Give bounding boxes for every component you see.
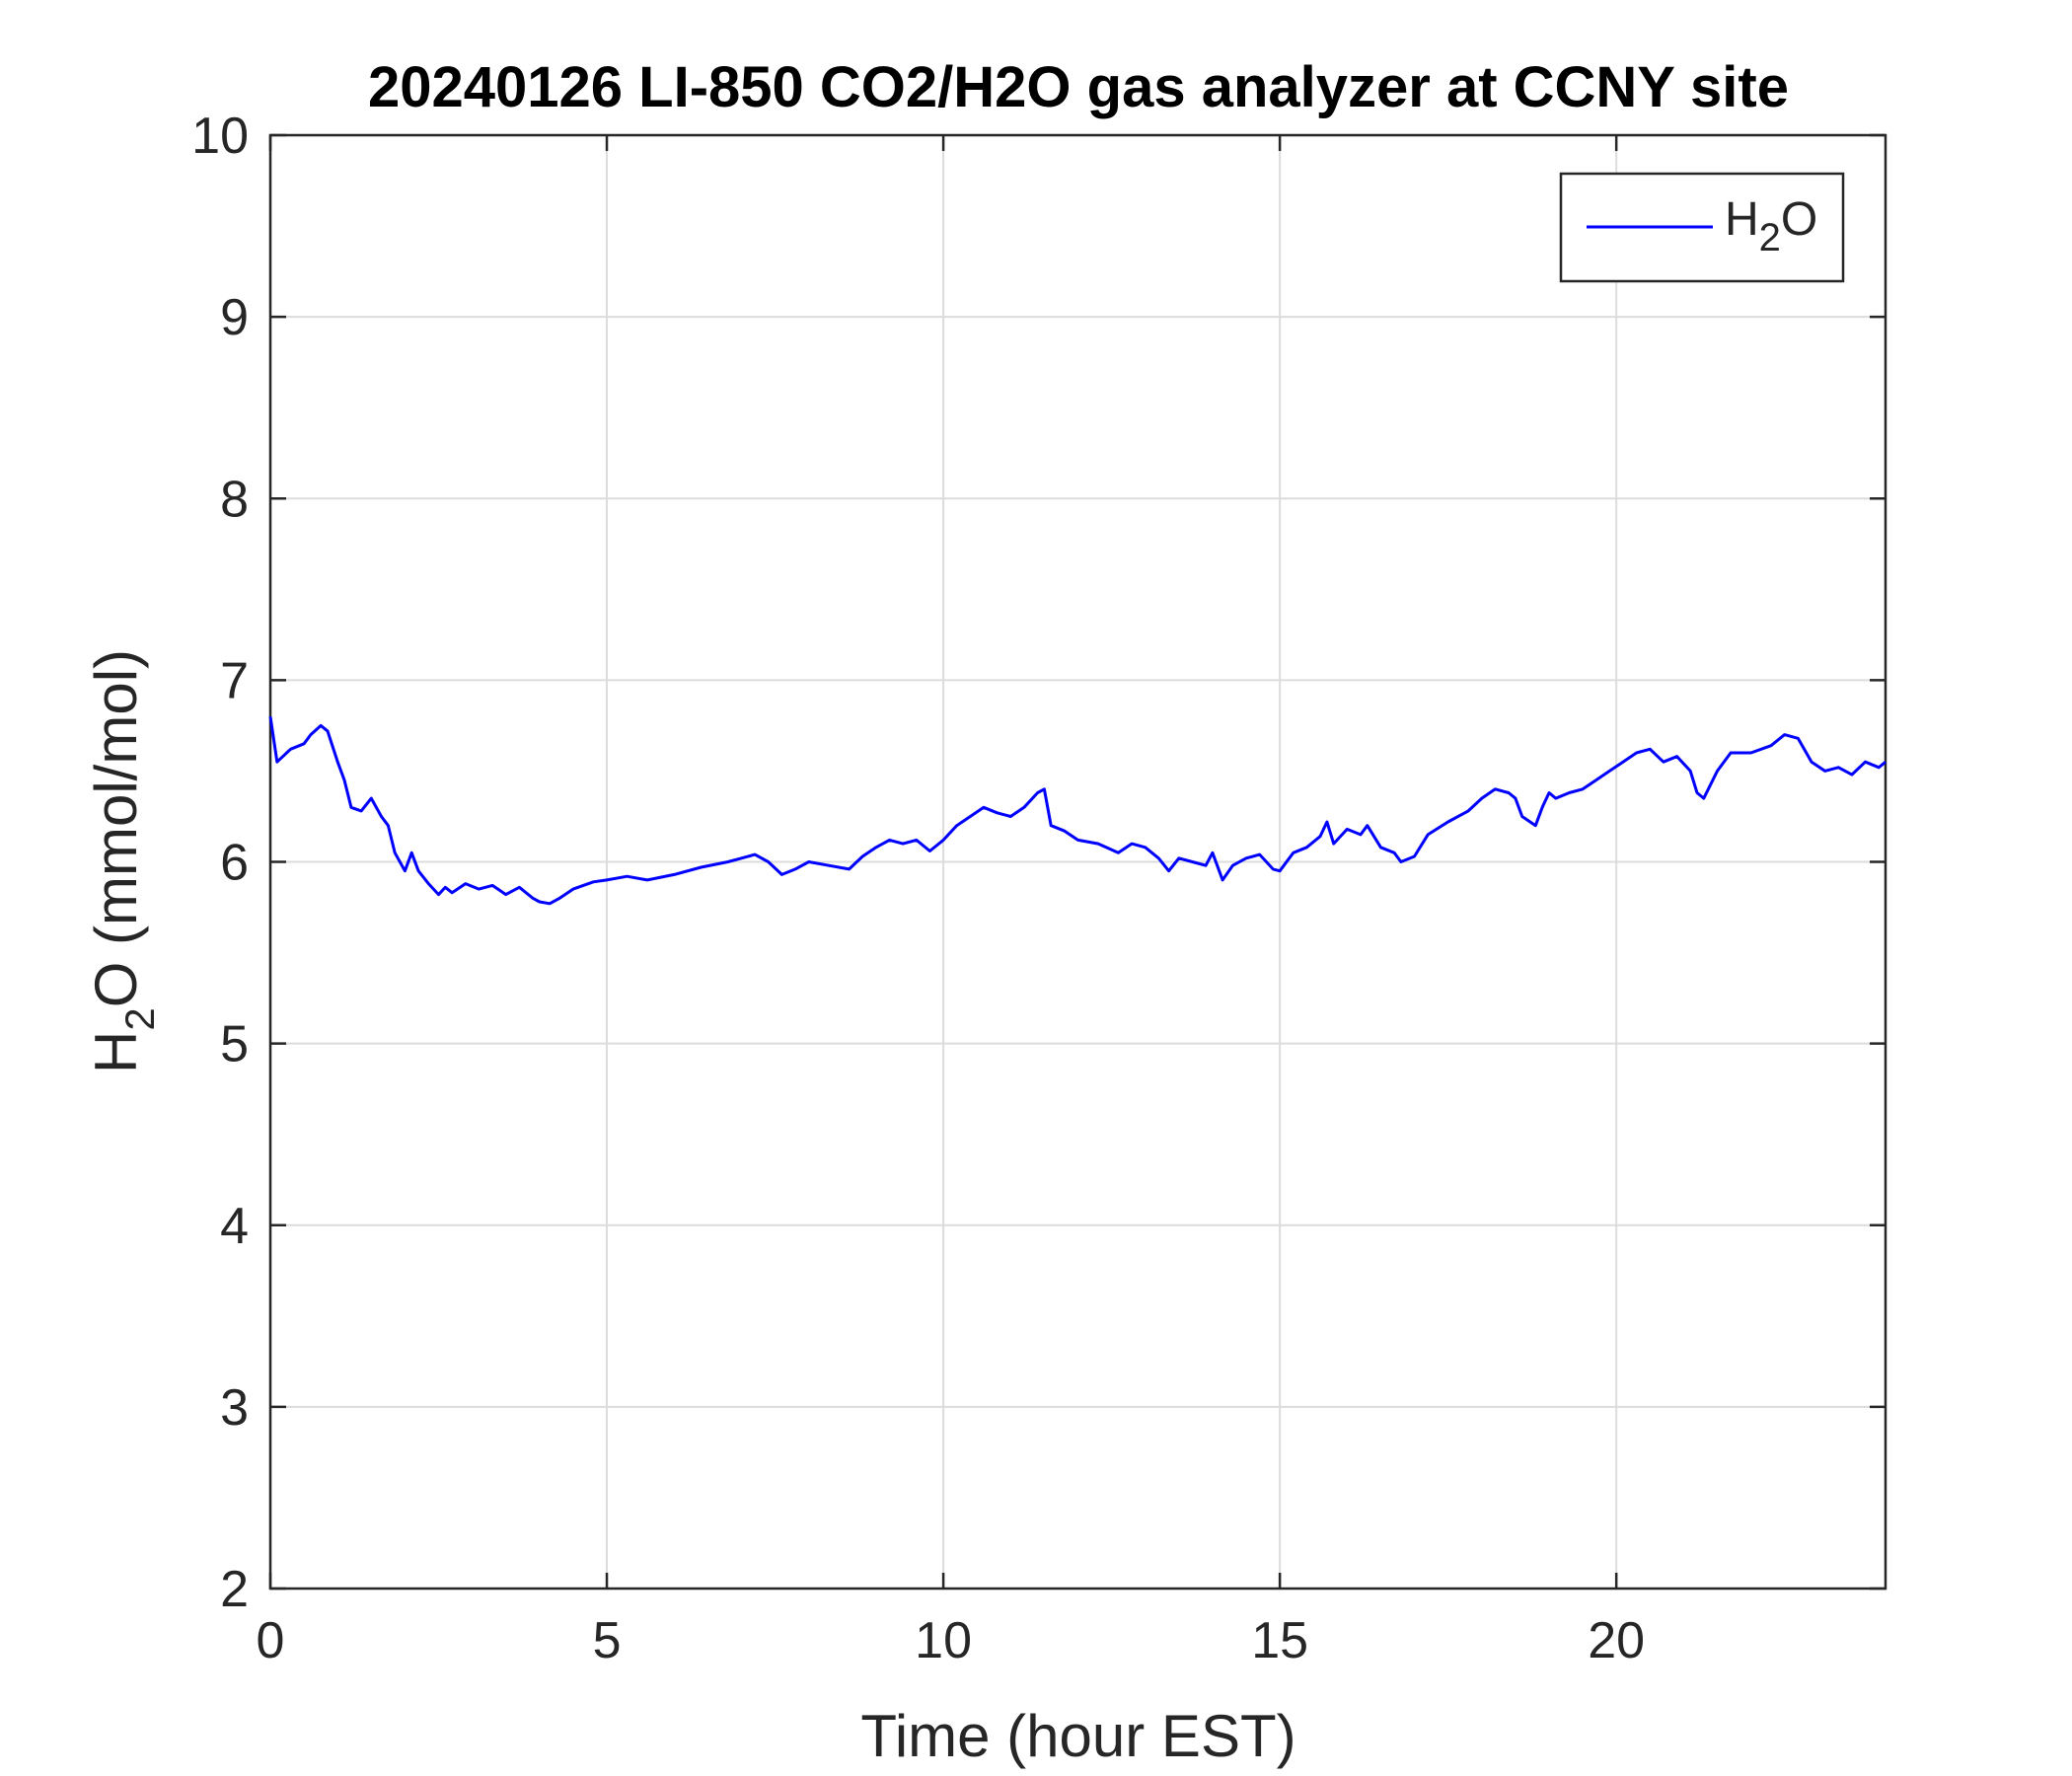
y-tick-labels: 2 3 4 5 6 7 8 9 10: [191, 108, 249, 1618]
y-axis-label-rest: O (mmol/mol): [83, 649, 149, 1007]
series-line-h2o: [268, 715, 1887, 906]
y-tick-label: 9: [220, 289, 249, 346]
x-axis-label: Time (hour EST): [860, 1703, 1295, 1769]
y-tick-label: 4: [220, 1198, 249, 1255]
y-axis-label-main: H: [83, 1031, 149, 1073]
legend-label-main: H: [1725, 193, 1759, 246]
x-tick-label: 5: [593, 1612, 622, 1669]
x-tick-label: 0: [257, 1612, 285, 1669]
y-axis-label-subscript: 2: [116, 1007, 163, 1030]
y-tick-label: 6: [220, 835, 249, 892]
legend-label-subscript: 2: [1759, 216, 1781, 259]
axis-ticks: [268, 133, 1886, 1591]
y-tick-label: 5: [220, 1016, 249, 1073]
y-tick-label: 7: [220, 652, 249, 709]
y-tick-label: 8: [220, 471, 249, 528]
legend-label-rest: O: [1781, 193, 1817, 246]
y-tick-label: 3: [220, 1379, 249, 1437]
legend-label-h2o: H2O: [1725, 193, 1817, 259]
x-tick-label: 20: [1588, 1612, 1645, 1669]
legend: H2O: [1559, 172, 1845, 283]
chart-title: 20240126 LI-850 CO2/H2O gas analyzer at …: [368, 55, 1789, 119]
x-tick-label: 10: [915, 1612, 972, 1669]
y-tick-label: 10: [191, 108, 249, 165]
y-tick-label: 2: [220, 1561, 249, 1618]
y-axis-label: H2O (mmol/mol): [83, 649, 163, 1073]
x-tick-labels: 0 5 10 15 20: [257, 1612, 1646, 1669]
x-tick-label: 15: [1251, 1612, 1308, 1669]
